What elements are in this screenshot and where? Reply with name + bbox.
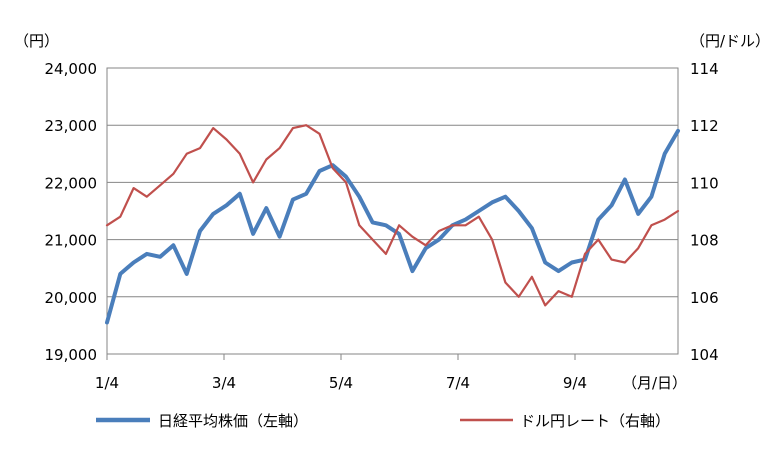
plot-area-frame <box>106 67 679 355</box>
right-tick-label: 106 <box>690 289 719 307</box>
left-tick-label: 22,000 <box>45 174 98 192</box>
legend-label-nikkei: 日経平均株価（左軸） <box>158 412 308 430</box>
series-line-usdjpy <box>105 124 680 307</box>
legend-label-usdjpy: ドル円レート（右軸） <box>520 412 670 430</box>
x-tick-label: 7/4 <box>446 374 470 392</box>
left-axis-ticks: 19,000 20,000 21,000 22,000 23,000 24,000 <box>45 60 98 364</box>
right-tick-label: 110 <box>690 174 719 192</box>
x-tick-label: 1/4 <box>95 374 119 392</box>
left-tick-label: 24,000 <box>45 60 98 78</box>
right-tick-label: 114 <box>690 60 719 78</box>
right-axis-ticks: 104 106 108 110 112 114 <box>690 60 719 364</box>
legend: 日経平均株価（左軸） ドル円レート（右軸） <box>96 412 670 430</box>
left-tick-label: 19,000 <box>45 346 98 364</box>
left-axis-unit: （円） <box>14 32 59 50</box>
series-lines <box>105 124 680 325</box>
right-tick-label: 108 <box>690 232 719 250</box>
x-axis-unit: （月/日） <box>622 374 687 392</box>
left-tick-label: 20,000 <box>45 289 98 307</box>
left-tick-label: 23,000 <box>45 117 98 135</box>
x-tick-label: 9/4 <box>563 374 587 392</box>
left-tick-label: 21,000 <box>45 232 98 250</box>
right-axis-unit: （円/ドル） <box>690 32 770 50</box>
right-tick-label: 104 <box>690 346 719 364</box>
grid-lines <box>107 124 678 298</box>
x-tick-label: 3/4 <box>212 374 236 392</box>
x-tick-label: 5/4 <box>329 374 353 392</box>
series-line-nikkei <box>105 128 680 325</box>
x-axis-ticks: 1/4 3/4 5/4 7/4 9/4 <box>95 354 587 392</box>
right-tick-label: 112 <box>690 117 719 135</box>
